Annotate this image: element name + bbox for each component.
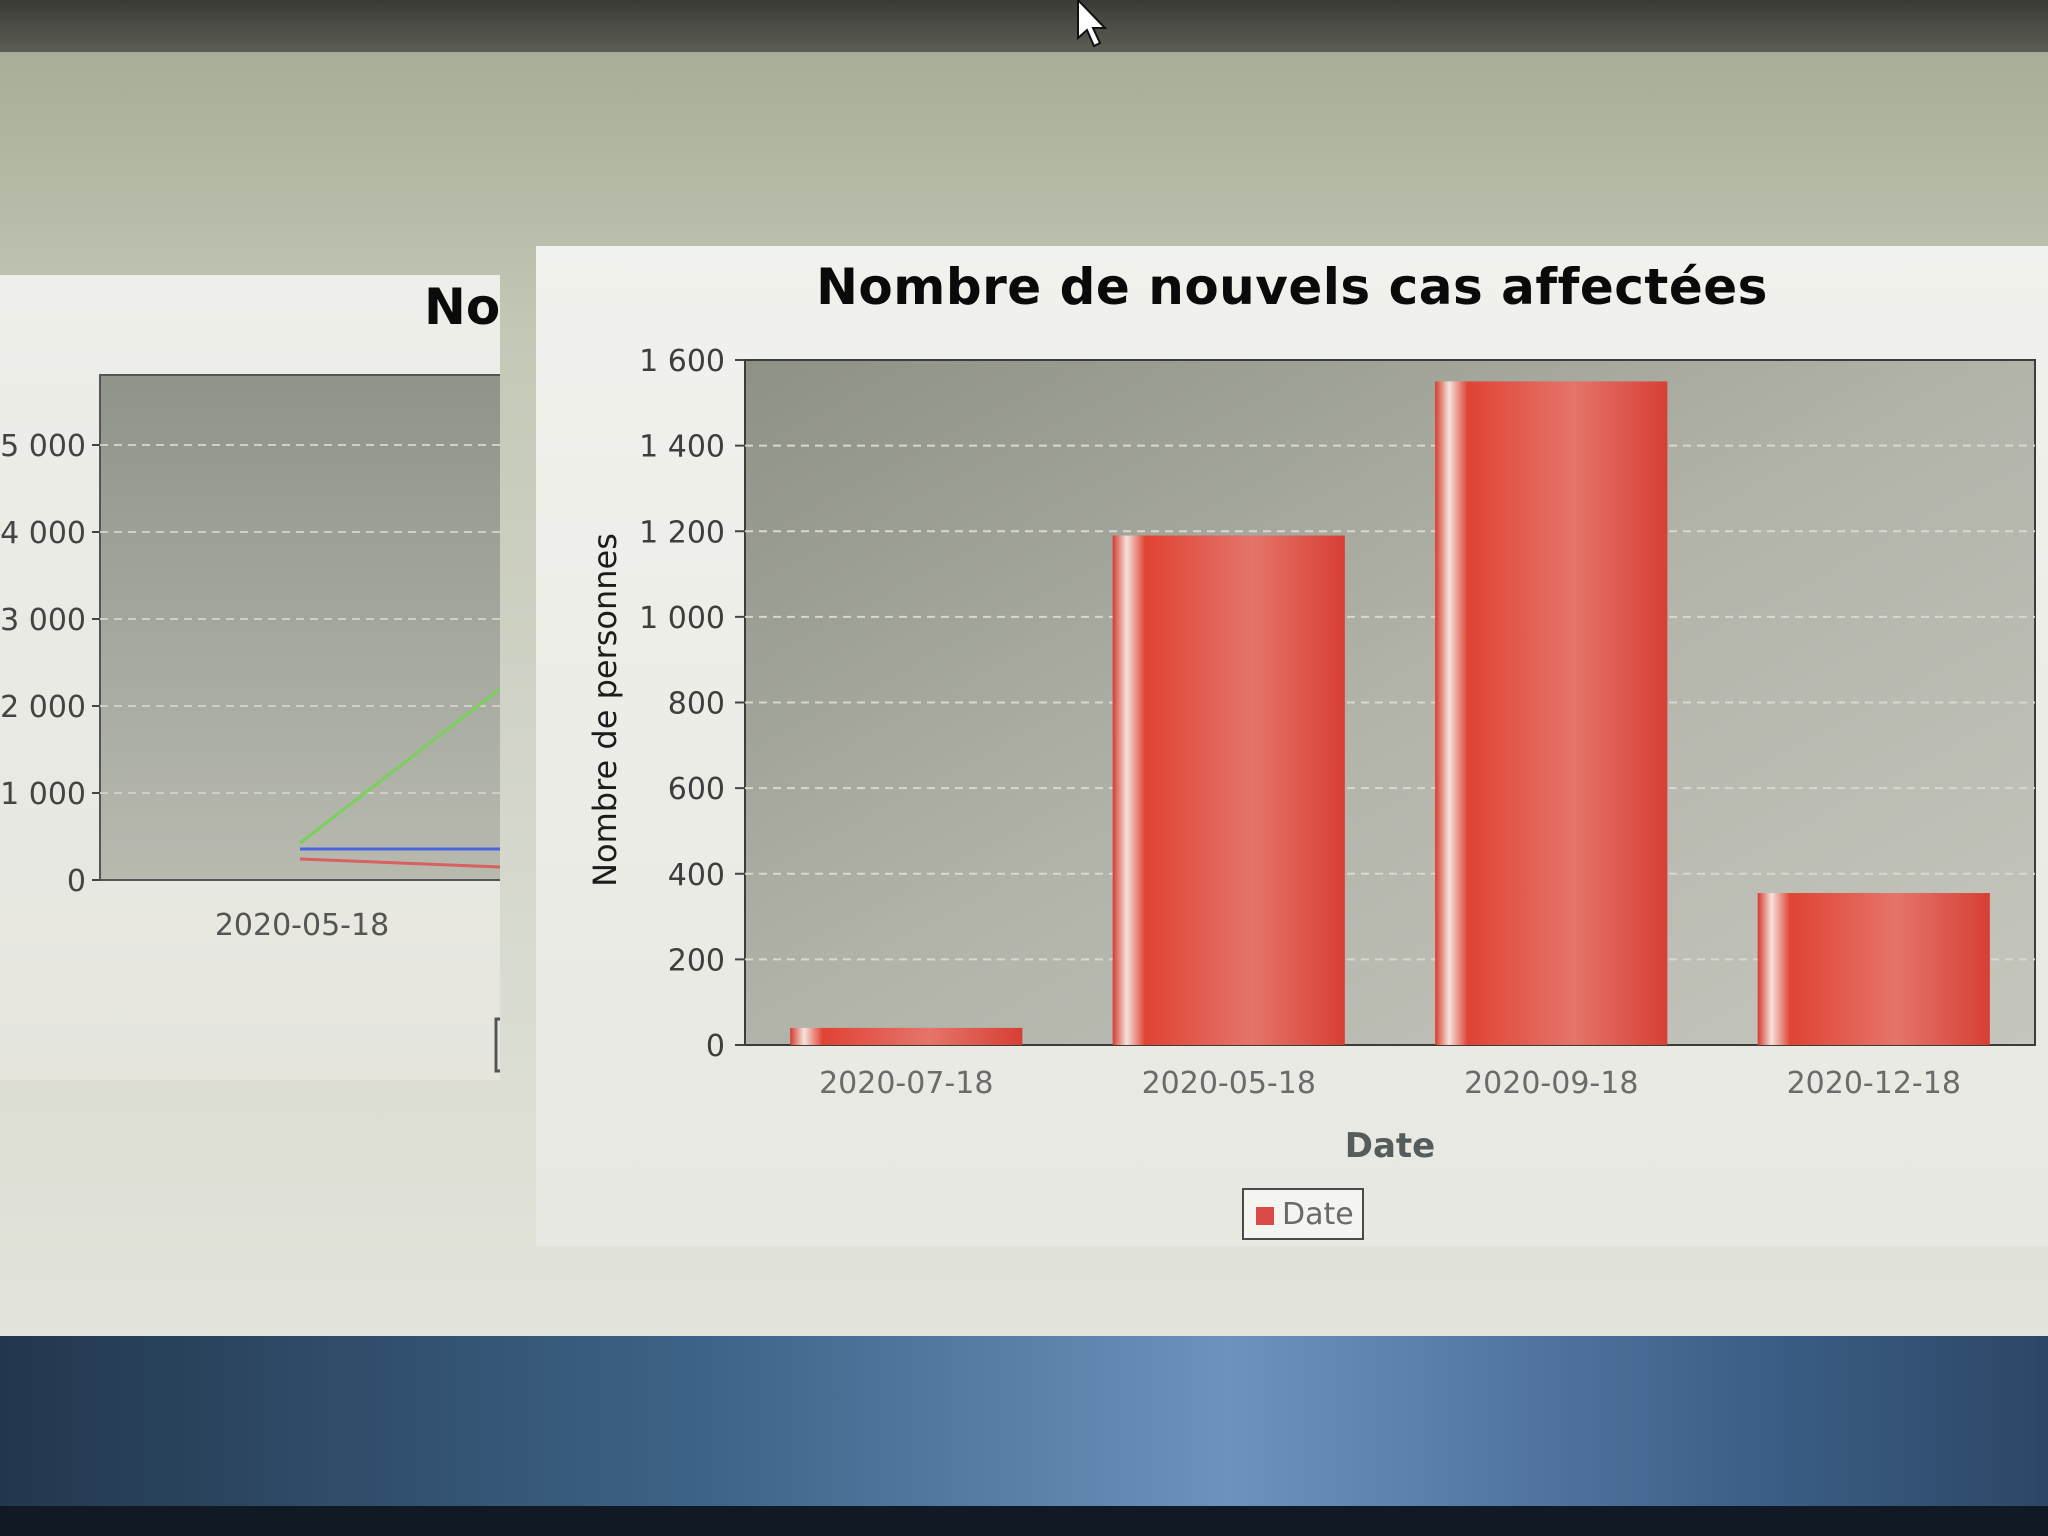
secondary-y-tick-label: 2 000 (0, 690, 86, 725)
secondary-y-tick-label: 5 000 (0, 429, 86, 464)
y-axis-label: Nombre de personnes (586, 533, 624, 887)
x-tick-label: 2020-12-18 (1787, 1066, 1961, 1101)
y-tick-label: 0 (706, 1029, 725, 1064)
y-tick-label: 200 (668, 943, 725, 978)
y-tick-label: 600 (668, 772, 725, 807)
bar-2020-05-18 (1112, 535, 1345, 1045)
y-tick-label: 1 600 (639, 344, 725, 379)
y-tick-label: 1 000 (639, 601, 725, 636)
secondary-y-tick-label: 0 (67, 864, 86, 899)
window-top-bar (0, 0, 2048, 52)
secondary-y-tick-label: 1 000 (0, 777, 86, 812)
x-axis-label: Date (1344, 1126, 1436, 1166)
bar-2020-07-18 (790, 1027, 1023, 1045)
secondary-legend-fragment (494, 1017, 500, 1073)
bar-2020-09-18 (1435, 381, 1668, 1045)
x-tick-label: 2020-09-18 (1464, 1066, 1638, 1101)
y-tick-label: 1 400 (639, 430, 725, 465)
y-tick-label: 800 (668, 687, 725, 722)
x-tick-label: 2020-07-18 (819, 1066, 993, 1101)
taskbar (0, 1336, 2048, 1506)
secondary-y-tick-label: 4 000 (0, 516, 86, 551)
taskbar-bottom-strip (0, 1506, 2048, 1536)
secondary-y-tick-label: 3 000 (0, 603, 86, 638)
secondary-series-line (299, 687, 500, 845)
legend-label: Date (1282, 1197, 1354, 1232)
secondary-chart: 0 1 000 2 000 3 000 4 000 5 000 2020-05-18 (0, 374, 500, 1073)
y-tick-label: 1 200 (639, 515, 725, 550)
bar-2020-12-18 (1757, 893, 1990, 1045)
y-tick-label: 400 (668, 858, 725, 893)
legend: Date (1242, 1188, 1364, 1240)
secondary-plot-area (99, 374, 500, 881)
secondary-series-line (299, 857, 500, 869)
legend-swatch (1256, 1207, 1274, 1225)
mouse-cursor-icon (1077, 0, 1108, 48)
secondary-x-tick-label: 2020-05-18 (215, 908, 389, 943)
x-tick-label: 2020-05-18 (1142, 1066, 1316, 1101)
secondary-chart-panel: 0 1 000 2 000 3 000 4 000 5 000 2020-05-18 (0, 275, 500, 1080)
chart-title: Nombre de nouvels cas affectées (816, 258, 1768, 316)
secondary-chart-title: No (424, 278, 501, 336)
